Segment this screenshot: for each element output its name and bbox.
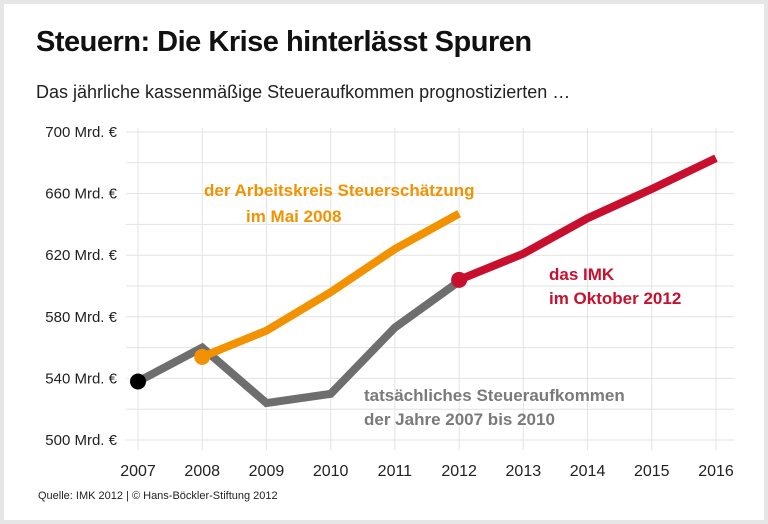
series-annotation: das IMK (549, 265, 615, 284)
series-annotation: der Arbeitskreis Steuerschätzung (204, 181, 475, 200)
series-start-dot (194, 348, 211, 365)
source-footer: Quelle: IMK 2012 | © Hans-Böckler-Stiftu… (38, 490, 278, 502)
x-tick-label: 2008 (184, 463, 220, 480)
y-tick-label: 700 Mrd. € (45, 124, 117, 141)
series-line (457, 154, 718, 284)
series-line (136, 278, 462, 408)
y-tick-label: 540 Mrd. € (45, 370, 117, 387)
x-tick-label: 2012 (441, 463, 477, 480)
x-tick-label: 2015 (634, 463, 670, 480)
x-tick-label: 2010 (313, 463, 349, 480)
x-tick-label: 2016 (698, 463, 734, 480)
series-annotation: der Jahre 2007 bis 2010 (364, 410, 555, 429)
series-start-dot (451, 271, 468, 288)
y-tick-label: 620 Mrd. € (45, 247, 117, 264)
y-tick-label: 500 Mrd. € (45, 432, 117, 449)
x-tick-label: 2013 (506, 463, 542, 480)
series-annotation: im Mai 2008 (246, 207, 341, 226)
series-annotation: tatsächliches Steueraufkommen (364, 386, 625, 405)
y-tick-label: 580 Mrd. € (45, 309, 117, 326)
line-chart: 2007 2008 2009 2010 2011 2012 2013 2014 2015 2016… (45, 124, 734, 480)
y-tick-label: 660 Mrd. € (45, 186, 117, 203)
chart-subtitle: Das jährliche kassenmäßige Steueraufkomm… (36, 82, 571, 102)
x-tick-label: 2009 (249, 463, 285, 480)
chart-title: Steuern: Die Krise hinterlässt Spuren (36, 26, 532, 58)
x-tick-label: 2011 (378, 463, 413, 480)
x-tick-label: 2014 (570, 463, 606, 480)
x-tick-label: 2007 (120, 463, 156, 480)
series-line (200, 210, 462, 361)
series-annotation: im Oktober 2012 (549, 289, 681, 308)
series-start-dot (130, 373, 146, 390)
